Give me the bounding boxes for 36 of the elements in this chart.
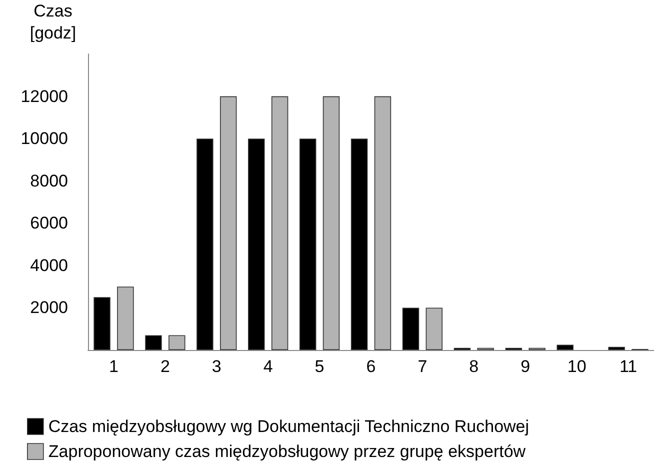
y-tick-label: 10000: [20, 129, 68, 148]
y-tick-label: 12000: [20, 86, 68, 106]
y-axis-title: Czas [godz]: [30, 2, 76, 42]
bar: [426, 308, 443, 350]
x-tick-label: 6: [366, 357, 376, 376]
x-tick-label: 4: [263, 357, 273, 376]
x-tick-label: 11: [619, 357, 638, 376]
x-tick-label: 1: [108, 357, 118, 376]
x-tick-label: 5: [314, 357, 324, 376]
bar: [271, 96, 288, 350]
x-tick-label: 10: [567, 357, 586, 376]
bar: [196, 138, 214, 350]
bar: [94, 297, 110, 350]
bar: [608, 346, 625, 350]
bar: [220, 96, 237, 350]
legend-label: Zaproponowany czas międzyobsługowy przez grupę ekspertów: [48, 442, 526, 461]
bar: [299, 138, 316, 350]
bar: [117, 286, 134, 350]
y-tick-label: 2000: [30, 298, 68, 318]
bar: [248, 138, 265, 350]
bar: [556, 344, 574, 350]
y-tick-label: 8000: [30, 171, 68, 190]
legend-label: Czas międzyobsługowy wg Dokumentacji Techniczno Ruchowej: [48, 417, 530, 436]
bar: [374, 96, 392, 350]
bar: [350, 138, 368, 350]
bar: [145, 335, 162, 350]
y-tick-label: 6000: [30, 214, 68, 233]
x-tick-label: 7: [418, 357, 428, 376]
x-tick-label: 8: [469, 357, 479, 376]
y-tick-label: 4000: [30, 256, 68, 275]
bar: [402, 308, 420, 350]
x-tick-label: 3: [212, 357, 222, 376]
x-tick-label: 2: [160, 357, 170, 376]
x-tick-label: 9: [520, 357, 530, 376]
bar: [322, 96, 340, 350]
bar: [168, 335, 186, 350]
